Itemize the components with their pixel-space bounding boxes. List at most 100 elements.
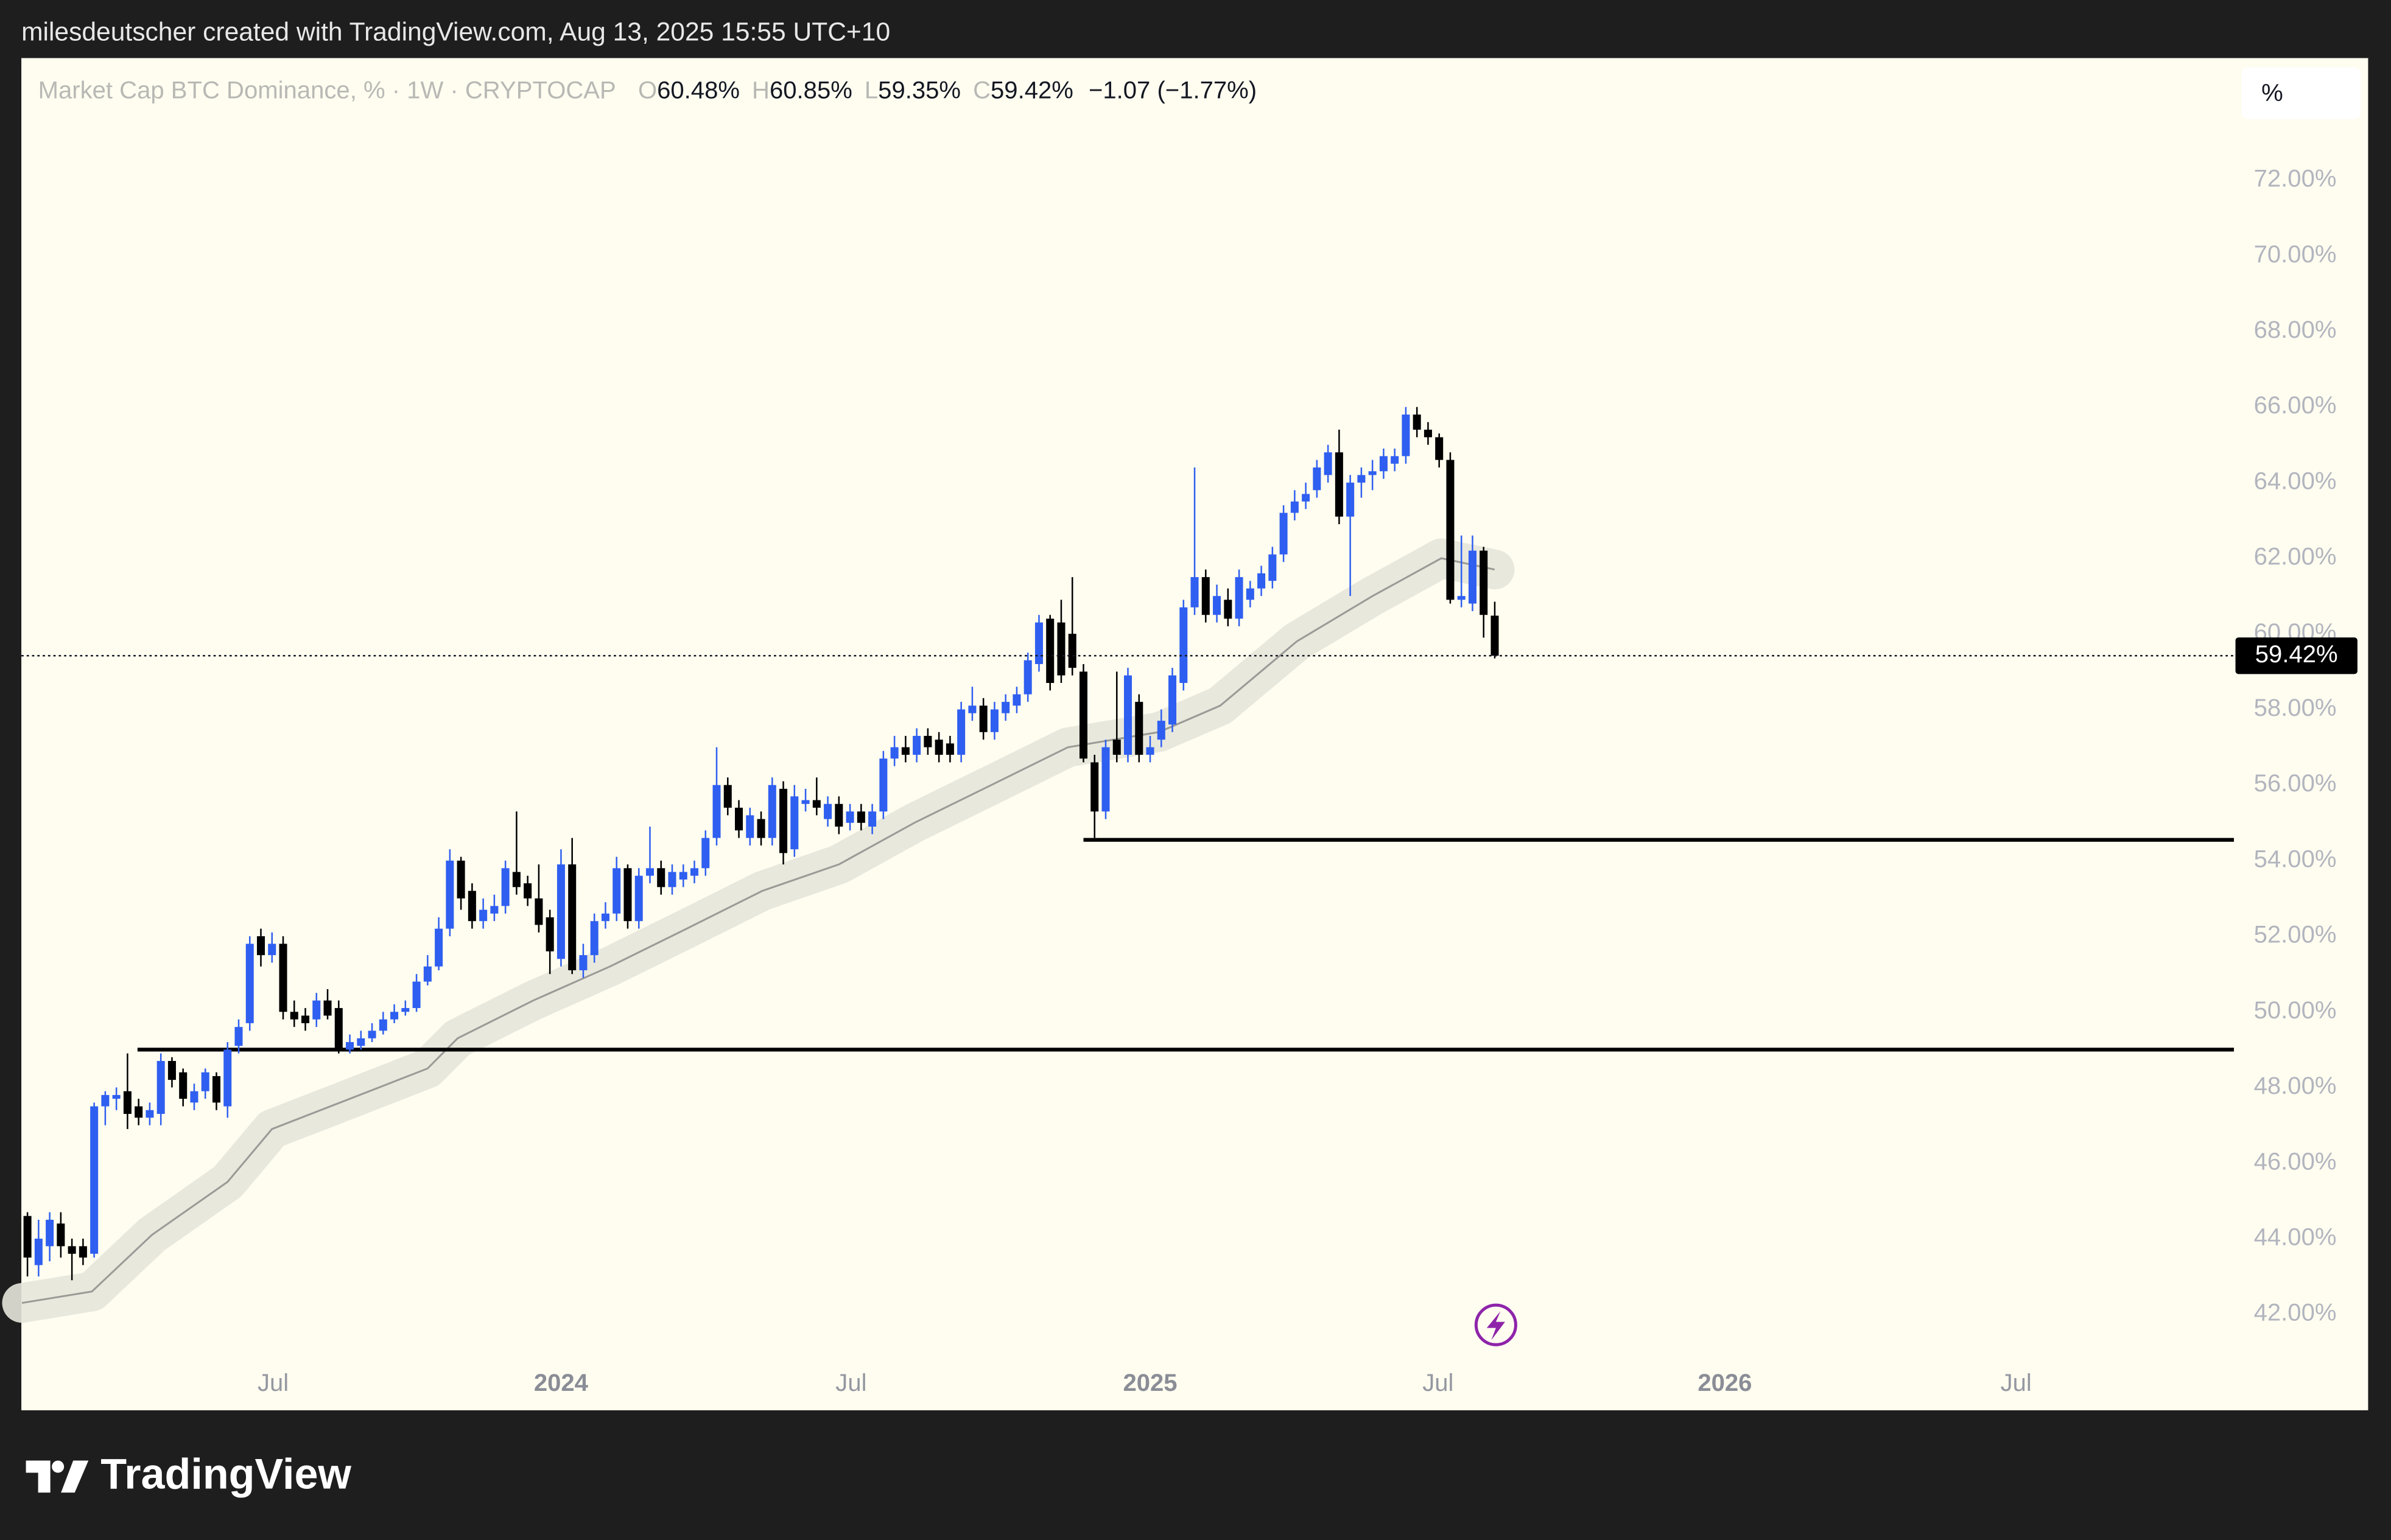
candle-body xyxy=(601,913,609,922)
candle-body xyxy=(1279,513,1288,555)
candle-body xyxy=(957,709,966,755)
candle-body xyxy=(245,943,254,1023)
candle-body xyxy=(334,1008,343,1050)
candle-body xyxy=(501,868,510,906)
event-icon[interactable] xyxy=(1474,1303,1517,1346)
x-tick-label: 2024 xyxy=(534,1370,589,1396)
scale-button[interactable] xyxy=(2241,67,2361,119)
candle-body xyxy=(1013,694,1021,706)
candle-body xyxy=(457,860,465,898)
candle-body xyxy=(1413,415,1421,430)
candle-body xyxy=(735,807,743,831)
ohlc-key: O xyxy=(638,77,657,103)
candle-body xyxy=(546,917,554,951)
candle-body xyxy=(201,1072,209,1091)
candle-body xyxy=(479,909,488,922)
candle-body xyxy=(190,1091,198,1103)
candle-body xyxy=(935,740,943,755)
candle-body xyxy=(1490,615,1499,656)
ohlc-key: C xyxy=(973,77,991,103)
candle-body xyxy=(857,811,865,823)
candle-body xyxy=(1379,456,1388,472)
candle-body xyxy=(1480,550,1488,615)
candle-body xyxy=(701,838,710,869)
ohlc-value: 60.85% xyxy=(770,77,852,103)
candle-body xyxy=(112,1094,121,1099)
x-tick-label: 2025 xyxy=(1123,1370,1177,1396)
candle-body xyxy=(924,735,932,747)
y-tick-label: 68.00% xyxy=(2254,317,2337,343)
candle-body xyxy=(90,1106,99,1254)
y-tick-label: 64.00% xyxy=(2254,467,2337,494)
candle-body xyxy=(323,1000,332,1016)
candle-body xyxy=(1179,607,1188,683)
candle-body xyxy=(1157,721,1165,740)
event-icon-bolt[interactable] xyxy=(1486,1311,1505,1340)
y-tick-label: 46.00% xyxy=(2254,1148,2337,1175)
candle-body xyxy=(768,785,776,838)
candle-body xyxy=(1335,452,1343,517)
candle-body xyxy=(79,1246,87,1258)
candle-body xyxy=(101,1094,110,1107)
candle-body xyxy=(535,898,543,925)
candle-body xyxy=(645,868,654,876)
last-price-tag xyxy=(2235,637,2358,674)
candle-body xyxy=(1468,550,1476,604)
scale-button-label[interactable]: % xyxy=(2261,80,2283,107)
y-tick-label: 56.00% xyxy=(2254,770,2337,797)
ohlc-value: 59.35% xyxy=(878,77,961,103)
candle-body xyxy=(446,860,454,929)
candle-body xyxy=(34,1238,43,1265)
y-tick-label: 42.00% xyxy=(2254,1300,2337,1326)
candle-body xyxy=(835,803,843,827)
candle-body xyxy=(590,921,599,956)
candle-body xyxy=(657,868,665,887)
legend-line: Market Cap BTC Dominance, % · 1W · CRYPT… xyxy=(38,77,1257,103)
candle-body xyxy=(1391,456,1399,464)
candle-body xyxy=(1402,415,1410,457)
candle-body xyxy=(913,735,921,755)
candle-body xyxy=(1235,577,1243,619)
candle-body xyxy=(1357,475,1366,483)
y-tick-label: 44.00% xyxy=(2254,1224,2337,1251)
candle-body xyxy=(357,1038,365,1046)
candle-body xyxy=(1368,471,1377,475)
candle-body xyxy=(401,1008,410,1012)
x-tick-label: Jul xyxy=(258,1370,289,1396)
candle-body xyxy=(1046,618,1055,683)
candle-body xyxy=(979,705,988,732)
y-tick-label: 54.00% xyxy=(2254,845,2337,872)
candle-body xyxy=(579,955,588,970)
candle-body xyxy=(1068,634,1076,668)
candle-body xyxy=(801,800,810,804)
event-icon-ring[interactable] xyxy=(1474,1303,1517,1346)
candle-body xyxy=(901,747,910,755)
candle-body xyxy=(634,875,643,922)
last-price-label: 59.42% xyxy=(2255,641,2338,668)
candle-body xyxy=(868,811,877,827)
y-tick-label: 52.00% xyxy=(2254,922,2337,948)
candle-body xyxy=(1090,762,1099,812)
candle-body xyxy=(1424,429,1432,438)
candle-body xyxy=(779,788,788,853)
candle-body xyxy=(135,1106,143,1118)
candle-body xyxy=(1112,740,1121,755)
candle-body xyxy=(846,811,854,823)
candle-body xyxy=(723,785,732,808)
candle-body xyxy=(1034,622,1043,664)
candle-body xyxy=(757,819,765,838)
candle-body xyxy=(890,747,899,759)
candle-body xyxy=(490,906,499,914)
candle-body xyxy=(946,743,954,755)
candle-body xyxy=(346,1041,354,1050)
candle-body xyxy=(256,936,265,956)
candle-body xyxy=(167,1061,176,1080)
candle-body xyxy=(1057,622,1066,676)
y-tick-label: 70.00% xyxy=(2254,241,2337,268)
candle-body xyxy=(312,1000,321,1020)
brand-name: TradingView xyxy=(100,1451,351,1498)
candle-body xyxy=(668,872,676,887)
candle-body xyxy=(1268,554,1277,581)
candle-body xyxy=(1257,573,1266,589)
